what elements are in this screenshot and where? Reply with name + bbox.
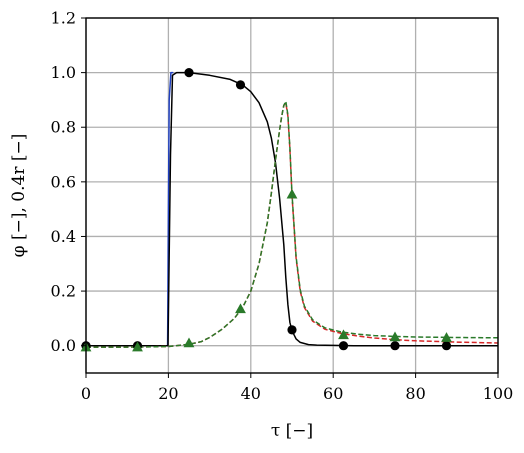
x-tick-label: 80 xyxy=(405,384,425,403)
data-point-marker xyxy=(184,68,194,78)
data-point-marker xyxy=(389,331,401,342)
plot-markers xyxy=(80,68,452,352)
x-tick-label: 0 xyxy=(81,384,91,403)
data-point-marker xyxy=(132,341,143,352)
y-tick-label: 0.2 xyxy=(51,282,76,301)
x-axis-label: τ [−] xyxy=(271,421,313,441)
axis-ticks: 0 20 40 60 80 100 0.0 0.2 0.4 0.6 0.8 1.0 1.2 xyxy=(51,9,514,404)
data-point-marker xyxy=(390,341,400,351)
plot-series xyxy=(86,71,499,348)
x-tick-label: 100 xyxy=(483,384,514,403)
y-axis-label: φ [−], 0.4r [−] xyxy=(9,134,29,258)
y-tick-label: 1.0 xyxy=(51,63,76,82)
series-line-2 xyxy=(86,101,499,348)
series-line-0 xyxy=(86,71,174,347)
x-tick-label: 20 xyxy=(158,384,178,403)
data-point-marker xyxy=(235,80,246,90)
y-tick-label: 0.4 xyxy=(51,227,76,246)
data-point-marker xyxy=(287,325,297,335)
series-line-1 xyxy=(86,71,498,347)
data-point-marker xyxy=(338,341,349,351)
x-tick-label: 60 xyxy=(323,384,343,403)
data-point-marker xyxy=(235,303,246,314)
data-point-marker xyxy=(441,341,452,351)
y-tick-label: 0.6 xyxy=(51,172,76,191)
plot-frame xyxy=(85,17,499,374)
data-point-marker xyxy=(338,329,349,340)
y-tick-label: 0.8 xyxy=(51,118,76,137)
y-tick-label: 0.0 xyxy=(51,336,76,355)
data-point-marker xyxy=(286,188,298,199)
data-point-marker xyxy=(183,337,195,348)
x-tick-label: 40 xyxy=(241,384,261,403)
data-point-marker xyxy=(441,332,452,342)
y-tick-label: 1.2 xyxy=(51,9,76,28)
series-line-3 xyxy=(86,100,499,348)
